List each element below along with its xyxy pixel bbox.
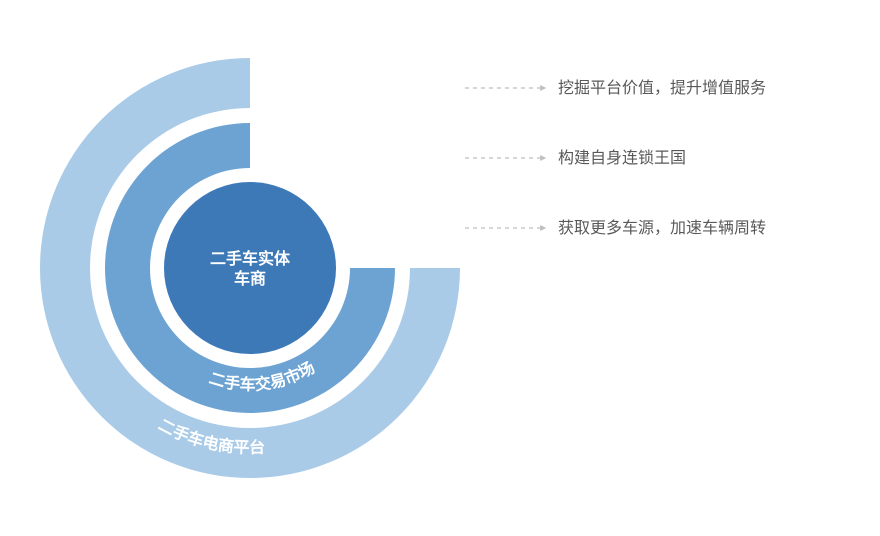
callout-text-1: 构建自身连锁王国 bbox=[558, 149, 686, 167]
callout-text-2: 获取更多车源，加速车辆周转 bbox=[558, 219, 766, 237]
core-circle bbox=[164, 182, 336, 354]
callout-text-0: 挖掘平台价值，提升增值服务 bbox=[558, 79, 766, 97]
